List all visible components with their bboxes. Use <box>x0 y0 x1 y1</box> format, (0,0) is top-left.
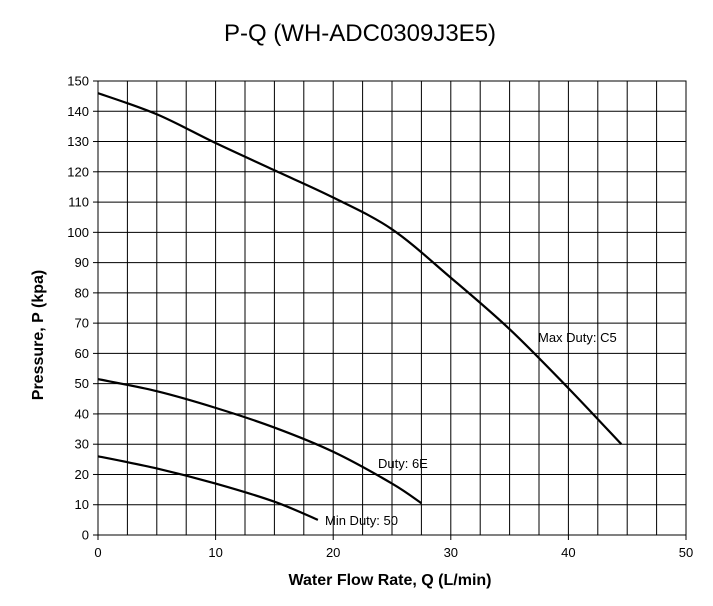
x-tick-label: 50 <box>679 545 693 560</box>
y-tick-label: 140 <box>67 104 89 119</box>
grid <box>98 81 686 535</box>
x-tick-label: 10 <box>208 545 222 560</box>
y-tick-label: 10 <box>75 497 89 512</box>
x-axis-title: Water Flow Rate, Q (L/min) <box>289 572 492 589</box>
y-tick-label: 130 <box>67 134 89 149</box>
series-label-2: Duty: 6E <box>378 456 428 471</box>
plot-frame <box>97 80 687 536</box>
y-tick-label: 150 <box>67 74 89 89</box>
y-tick-label: 120 <box>67 164 89 179</box>
chart-title: P-Q (WH-ADC0309J3E5) <box>224 20 496 47</box>
series-line-2 <box>97 378 423 505</box>
y-tick-label: 90 <box>75 255 89 270</box>
y-tick-label: 30 <box>75 437 89 452</box>
y-tick-label: 70 <box>75 316 89 331</box>
y-tick-label: 0 <box>82 528 89 543</box>
y-tick-label: 40 <box>75 406 89 421</box>
y-tick-label: 60 <box>75 346 89 361</box>
y-tick-label: 100 <box>67 225 89 240</box>
tick-labels: 0 10 20 30 40 50 60 70 80 90 100 110 120 130 140 150 0 10… <box>67 74 693 561</box>
x-tick-label: 0 <box>94 545 101 560</box>
y-tick-label: 110 <box>68 195 89 210</box>
series-line-1 <box>97 92 623 445</box>
series-label-1: Max Duty: C5 <box>538 330 617 345</box>
x-tick-label: 30 <box>444 545 458 560</box>
x-tick-label: 40 <box>561 545 575 560</box>
series-label-3: Min Duty: 50 <box>325 513 398 528</box>
series-line-3 <box>97 455 319 521</box>
y-axis-title: Pressure, P (kpa) <box>30 270 47 400</box>
x-tick-label: 20 <box>326 545 340 560</box>
y-tick-label: 20 <box>75 467 89 482</box>
series-lines <box>97 92 623 521</box>
y-tick-label: 80 <box>75 285 89 300</box>
y-tick-label: 50 <box>75 376 89 391</box>
series-labels: Max Duty: C5 Duty: 6E Min Duty: 50 <box>325 330 617 528</box>
